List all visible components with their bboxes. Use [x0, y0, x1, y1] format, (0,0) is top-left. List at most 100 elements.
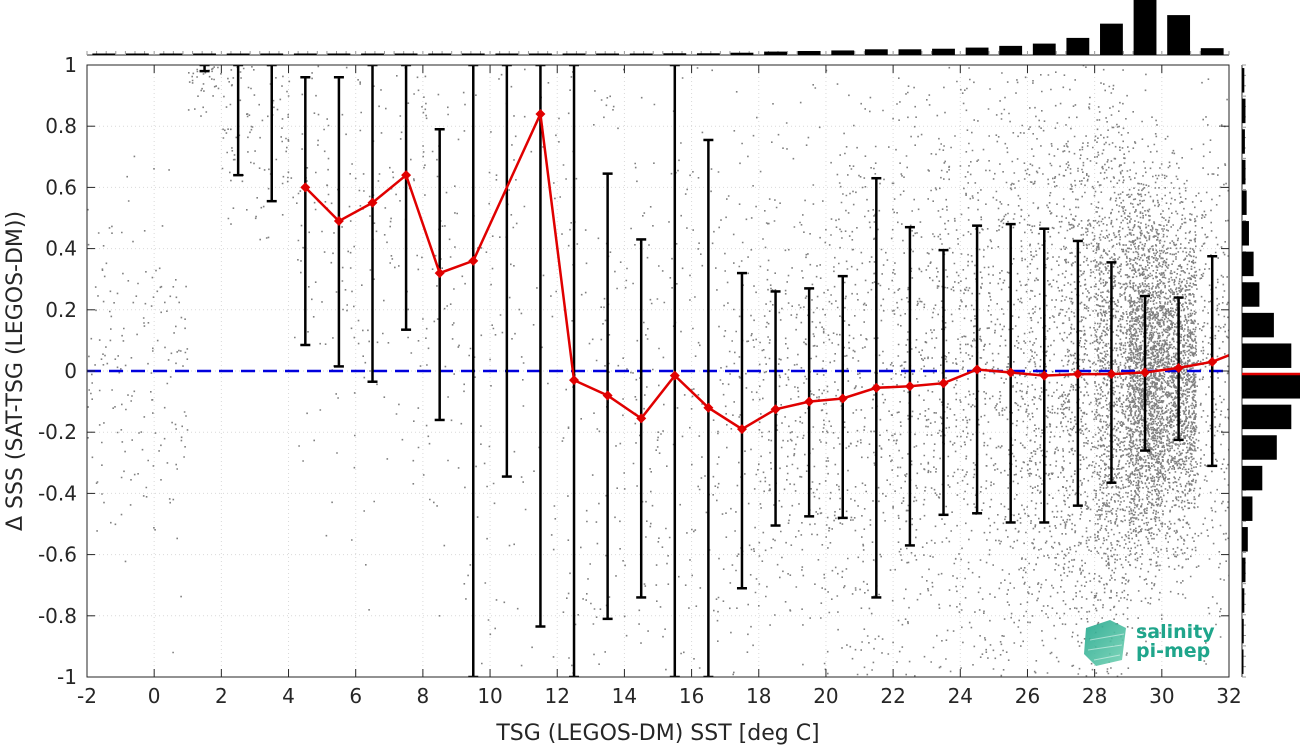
x-tick-label: 26	[1015, 684, 1040, 708]
mean-marker	[736, 424, 747, 435]
top-histogram-bar	[764, 51, 787, 55]
mean-marker	[1072, 369, 1083, 380]
top-histogram-bar	[495, 53, 519, 55]
axis-ticks	[86, 64, 1230, 678]
right-histogram-bar	[1242, 527, 1248, 552]
right-histogram-bar	[1242, 404, 1292, 430]
x-tick-label: 22	[880, 684, 905, 708]
x-tick-label: 10	[477, 684, 502, 708]
y-tick-label: -1	[57, 665, 77, 689]
mean-marker	[1207, 356, 1218, 367]
mean-line	[300, 108, 1229, 435]
right-histogram-bar	[1242, 221, 1249, 246]
y-tick-label: -0.6	[38, 543, 77, 567]
mean-marker	[569, 375, 580, 386]
top-histogram-bar	[1133, 0, 1157, 55]
logo-line1: salinity	[1136, 621, 1215, 643]
error-bar	[401, 65, 412, 331]
mean-marker	[367, 197, 378, 208]
error-bar	[501, 65, 512, 478]
top-histogram-bar	[1032, 43, 1056, 55]
top-histogram-bar	[965, 47, 989, 55]
right-histogram-bar	[1242, 129, 1245, 154]
top-histogram-bar	[529, 53, 552, 55]
mean-marker	[602, 390, 613, 401]
salinity-pimep-logo: salinity pi-mep	[1084, 620, 1215, 666]
x-tick-labels: -2 0 2 4 6 8 10 12 14 16 18 20 22 24 26 28 30 32	[77, 684, 1242, 708]
x-tick-label: 30	[1149, 684, 1174, 708]
mean-marker	[1140, 367, 1151, 378]
logo-line2: pi-mep	[1136, 640, 1210, 662]
mean-marker	[804, 396, 815, 407]
mean-marker	[1005, 367, 1016, 378]
mean-marker	[837, 393, 848, 404]
top-histogram-bar	[394, 53, 418, 55]
right-histogram-bar	[1242, 588, 1245, 613]
y-tick-label: 0.2	[45, 298, 77, 322]
mean-marker	[636, 413, 647, 424]
top-histogram-bar	[226, 53, 250, 55]
x-tick-label: 6	[349, 684, 362, 708]
top-histogram-bar	[361, 53, 384, 55]
y-tick-labels: 1 0.8 0.6 0.4 0.2 0 -0.2 -0.4 -0.6 -0.8 -1	[38, 53, 77, 689]
mean-marker	[703, 402, 714, 413]
scatter-points	[87, 65, 1229, 677]
top-histogram-bar	[629, 53, 653, 55]
mean-line-path	[304, 109, 1229, 431]
right-histogram-bar	[1242, 159, 1246, 185]
right-histogram-bar	[1242, 282, 1260, 307]
x-tick-label: 32	[1216, 684, 1241, 708]
top-histogram-bar	[1167, 15, 1191, 56]
right-histogram-bar	[1242, 557, 1246, 583]
scatter-cloud	[87, 65, 1229, 677]
error-bar	[233, 65, 244, 177]
mean-marker	[535, 108, 546, 119]
y-tick-label: 1	[64, 53, 77, 77]
right-histogram-bar	[1242, 98, 1246, 124]
right-histogram-bar	[1242, 68, 1245, 93]
error-bar	[367, 65, 378, 383]
x-tick-label: 18	[746, 684, 771, 708]
right-histogram-bar	[1242, 465, 1263, 491]
right-histogram-bar	[1242, 496, 1253, 521]
top-histogram-bar	[596, 53, 620, 55]
mean-marker	[333, 216, 344, 227]
x-tick-label: 8	[417, 684, 430, 708]
top-histogram-bar	[193, 53, 216, 55]
mean-marker	[871, 382, 882, 393]
right-histogram	[1241, 64, 1300, 678]
x-tick-label: 0	[148, 684, 161, 708]
mean-marker	[468, 255, 479, 266]
top-histogram-bar	[999, 45, 1023, 55]
top-histogram	[86, 0, 1230, 56]
top-histogram-bar	[125, 53, 149, 55]
x-tick-label: 2	[215, 684, 228, 708]
right-histogram-bar	[1242, 312, 1274, 338]
x-axis-label: TSG (LEGOS-DM) SST [deg C]	[495, 721, 819, 746]
y-axis-label: Δ SSS (SAT-TSG (LEGOS-DM))	[3, 211, 28, 531]
x-tick-label: 4	[282, 684, 295, 708]
mean-marker	[1106, 369, 1117, 380]
x-tick-label: -2	[77, 684, 97, 708]
top-histogram-bar	[696, 53, 720, 55]
error-bar	[535, 65, 546, 628]
mean-marker	[434, 268, 445, 279]
mean-marker	[669, 370, 680, 381]
y-tick-label: 0.4	[45, 237, 77, 261]
right-histogram-bar	[1242, 649, 1244, 674]
right-histogram-bar	[1242, 435, 1277, 460]
x-tick-label: 20	[813, 684, 838, 708]
right-histogram-bar	[1242, 251, 1254, 277]
y-tick-label: -0.4	[38, 481, 77, 505]
top-histogram-bar	[932, 48, 955, 55]
x-tick-label: 12	[545, 684, 570, 708]
top-histogram-bar	[461, 53, 485, 55]
top-histogram-bar	[159, 53, 183, 55]
y-tick-label: 0.8	[45, 114, 77, 138]
top-histogram-bar	[293, 53, 317, 55]
mean-marker	[770, 404, 781, 415]
x-tick-label: 16	[679, 684, 704, 708]
top-histogram-bar	[663, 53, 687, 55]
y-tick-label: 0.6	[45, 175, 77, 199]
